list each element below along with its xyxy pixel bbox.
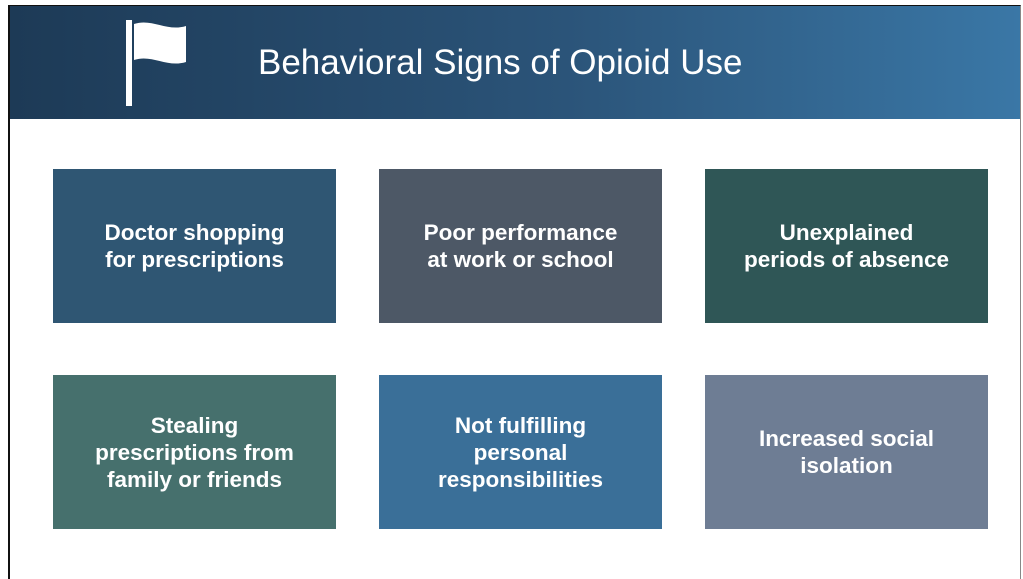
- card-text: Stealing: [150, 412, 239, 438]
- sign-card: Not fulfilling personal responsibilities: [379, 375, 662, 529]
- sign-card: Poor performance at work or school: [379, 169, 662, 323]
- sign-card: Doctor shopping for prescriptions: [53, 169, 336, 323]
- header: Behavioral Signs of Opioid Use: [10, 6, 1020, 119]
- sign-card: Stealing prescriptions from family or frie…: [53, 375, 336, 529]
- title: Behavioral Signs of Opioid Use: [258, 43, 743, 82]
- slide: Behavioral Signs of Opioid Use Doctor sh…: [8, 5, 1021, 579]
- card-text: isolation: [800, 453, 893, 478]
- card-text: responsibilities: [437, 466, 604, 492]
- card-text: Doctor shopping: [104, 220, 285, 245]
- card-text: for prescriptions: [105, 247, 284, 272]
- card-text: Increased social: [758, 426, 935, 451]
- card-text: periods of absence: [743, 247, 950, 272]
- card-text: Unexplained: [779, 220, 914, 245]
- sign-card: Increased social isolation: [705, 375, 988, 529]
- card-text: prescriptions from: [95, 439, 294, 465]
- card-text: personal: [473, 439, 568, 465]
- flag-icon: [126, 20, 186, 106]
- sign-card: Unexplained periods of absence: [705, 169, 988, 323]
- card-text: Not fulfilling: [454, 412, 587, 438]
- card-text: at work or school: [427, 247, 614, 272]
- card-text: Poor performance: [423, 220, 618, 245]
- card-text: family or friends: [106, 466, 283, 492]
